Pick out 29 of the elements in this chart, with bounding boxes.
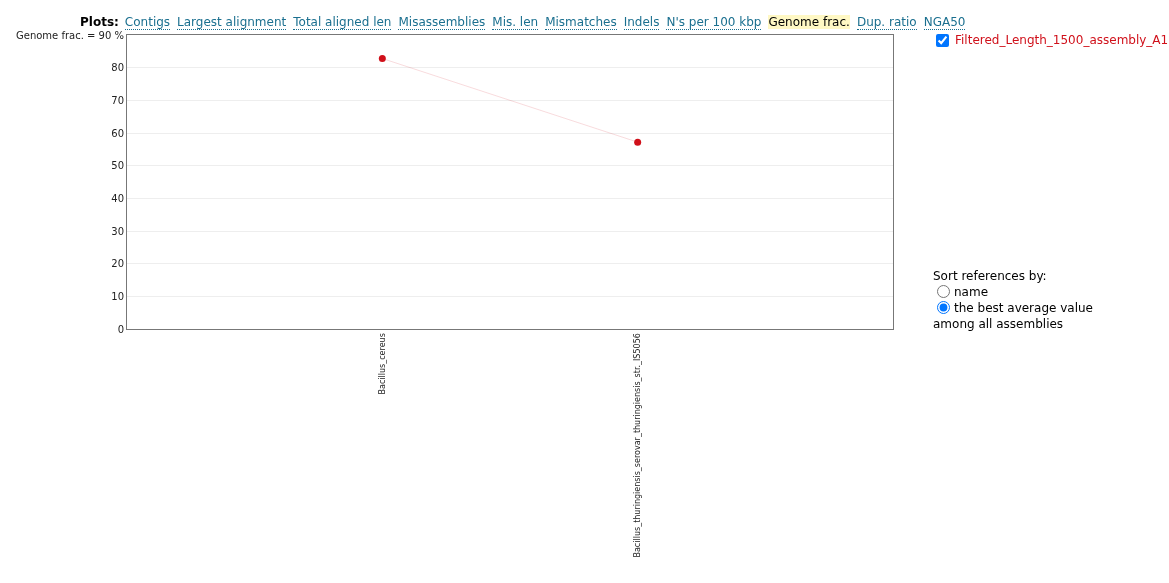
text: Mismatches xyxy=(545,15,617,30)
text: N's per 100 kbp xyxy=(666,15,762,30)
y-tick-label: 40 xyxy=(111,192,124,204)
text: Indels xyxy=(623,15,660,30)
y-tick-label: 80 xyxy=(111,62,124,74)
y-tick-label: 30 xyxy=(111,225,124,237)
text: name xyxy=(953,284,990,300)
text: Total aligned len xyxy=(293,15,392,30)
y-tick-label: 70 xyxy=(111,94,124,106)
text: Largest alignment xyxy=(177,15,287,30)
y-tick-label: 60 xyxy=(111,127,124,139)
text: Plots: xyxy=(80,15,119,29)
x-tick-label: Bacillus_thuringiensis_serovar_thuringiensis_str._IS5056 xyxy=(633,333,643,558)
y-tick-label: 10 xyxy=(111,290,124,302)
text: Misassemblies xyxy=(398,15,486,30)
text: the best average value xyxy=(953,300,1093,316)
y-tick-label: 50 xyxy=(111,160,124,172)
y-tick-label: 0 xyxy=(117,323,124,335)
text: Genome frac. xyxy=(768,15,850,29)
text: Dup. ratio xyxy=(856,15,917,30)
text: Filtered_Length_1500_assembly_A1 xyxy=(955,33,1169,47)
text: Mis. len xyxy=(492,15,539,30)
y-tick-label: 20 xyxy=(111,258,124,270)
x-tick-label: Bacillus_cereus xyxy=(377,333,387,395)
y-tick-label: Genome frac. = 90 % xyxy=(15,29,124,41)
text: NGA50 xyxy=(923,15,966,30)
text: Sort references by: xyxy=(933,268,1048,284)
text: Contigs xyxy=(124,15,171,30)
text: among all assemblies xyxy=(933,316,1065,332)
